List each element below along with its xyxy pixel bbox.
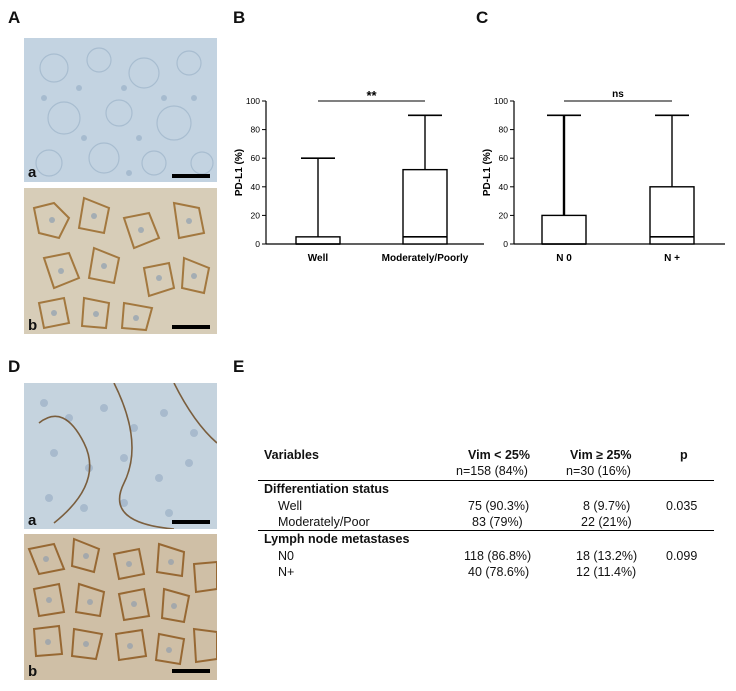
cell-vim-high: 18 (13.2%) [576,549,638,563]
micrograph-a-positive [24,188,217,334]
table-row: Well 75 (90.3%) 8 (9.7%) 0.035 [258,499,714,515]
section-title: Differentiation status [264,482,390,496]
y-tick-label: 80 [251,125,261,135]
header-vim-high: Vim ≥ 25% [570,448,632,462]
cell-vim-high: 8 (9.7%) [583,499,631,513]
box [649,186,695,245]
sublabel-a-top: a [28,164,37,181]
table-row: Moderately/Poor 83 (79%) 22 (21%) [258,515,714,531]
cell-vim-low: 40 (78.6%) [468,565,530,579]
panel-label-d: D [8,357,21,376]
scale-bar [172,520,210,524]
sublabel-b-bottom: b [28,663,38,680]
header-vim-low: Vim < 25% [468,448,530,462]
micrograph-d-positive [24,534,217,680]
table-rule [258,480,714,481]
row-label: N0 [278,549,294,563]
y-tick-label: 100 [494,96,508,106]
y-tick-label: 100 [246,96,260,106]
row-label: Well [278,499,303,513]
y-tick-label: 0 [503,239,508,249]
y-tick-label: 20 [499,210,509,220]
cell-vim-low: 118 (86.8%) [464,549,532,563]
x-tick-label: N + [664,253,680,264]
cell-vim-high: 12 (11.4%) [576,565,637,579]
significance-label: ** [366,88,377,103]
sublabel-a-bottom: a [28,512,37,529]
x-tick-label: Well [308,253,329,264]
y-axis-label: PD-L1 (%) [234,149,245,196]
section-title: Lymph node metastases [264,532,410,546]
cell-p: 0.099 [666,549,698,563]
row-label: Moderately/Poor [278,515,370,529]
header-vim-high-n: n=30 (16%) [566,464,631,478]
y-tick-label: 20 [251,210,261,220]
y-tick-label: 60 [499,153,509,163]
y-tick-label: 40 [499,182,509,192]
table-row: 40 (78.6%) N+ 12 (11.4%) [258,565,714,581]
y-axis-label: PD-L1 (%) [482,149,493,196]
row-label: N+ [278,565,295,579]
scale-bar [172,174,210,178]
cell-vim-low: 75 (90.3%) [468,499,530,513]
y-tick-label: 80 [499,125,509,135]
cell-vim-high: 22 (21%) [581,515,632,529]
boxplot-differentiation: 0 20 40 60 80 100 PD-L1 (%) Well Moderately/Poor… [234,88,484,264]
header-vim-low-n: n=158 (84%) [456,464,528,478]
scale-bar [172,669,210,673]
box [295,236,341,245]
panel-label-a: A [8,8,21,27]
sublabel-b-top: b [28,317,38,334]
y-tick-label: 60 [251,153,261,163]
header-variables: Variables [264,448,319,462]
box [541,214,587,245]
x-tick-label: N 0 [556,253,572,264]
cell-vim-low: 83 (79%) [472,515,523,529]
micrograph-d-negative [24,383,217,529]
x-tick-label: Moderately/Poorly [382,253,469,264]
box [402,168,448,245]
table-rule [258,530,714,531]
significance-label: ns [612,89,624,100]
y-tick-label: 40 [251,182,261,192]
panel-label-e: E [233,357,245,376]
panel-label-c: C [476,8,489,27]
table-row: N0 118 (86.8%) 18 (13.2%) 0.099 [258,549,714,565]
panel-label-b: B [233,8,246,27]
header-p: p [680,448,688,462]
boxplot-lymph-node: 0 20 40 60 80 100 PD-L1 (%) N 0 N + ns [482,89,725,264]
scale-bar [172,325,210,329]
y-tick-label: 0 [255,239,260,249]
micrograph-a-negative [24,38,217,182]
cell-p: 0.035 [666,499,698,513]
